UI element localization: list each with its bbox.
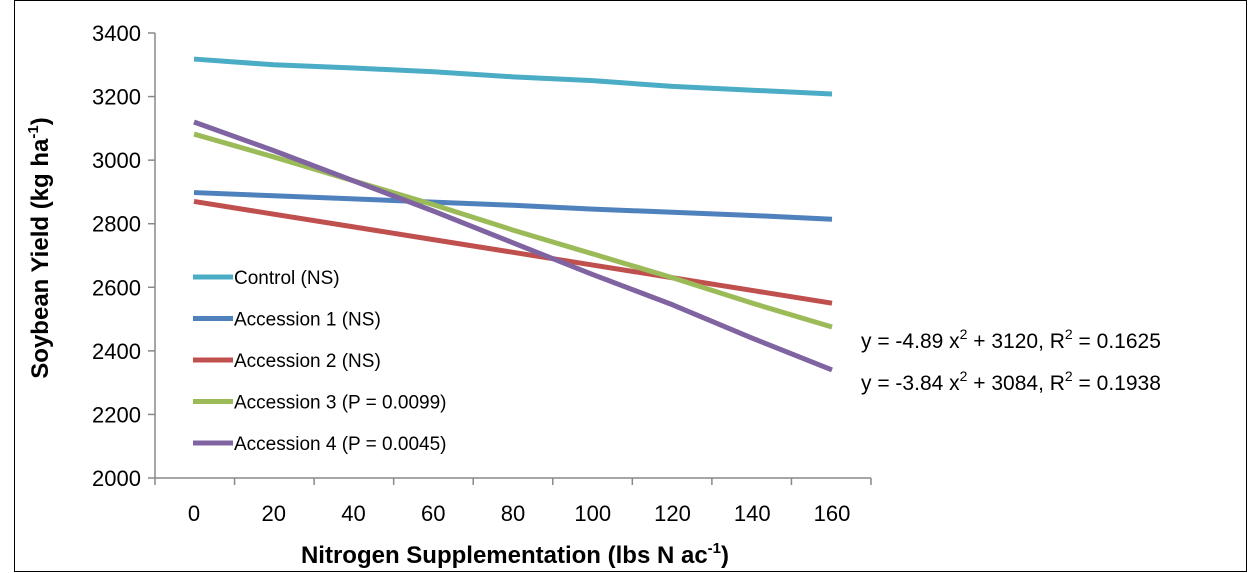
chart-frame	[14, 0, 1247, 572]
x-tick-label: 20	[262, 501, 286, 526]
series-line	[193, 190, 833, 222]
y-tick-label: 3200	[92, 85, 141, 110]
y-tick-label: 2200	[92, 402, 141, 427]
y-tick-label: 3400	[92, 21, 141, 46]
y-tick-label: 2600	[92, 275, 141, 300]
x-tick-label: 120	[654, 501, 691, 526]
axes: 2000 2200 2400 2600 2800 3000 3200 3400 0 20 40 60 8…	[92, 21, 872, 526]
x-tick-label: 160	[814, 501, 851, 526]
y-axis-title-end: )	[27, 117, 54, 125]
x-axis-title-sup: -1	[708, 540, 721, 557]
y-tick-label: 3000	[92, 148, 141, 173]
x-axis-title: Nitrogen Supplementation (lbs N ac-1)	[301, 540, 729, 569]
series-line	[193, 119, 833, 373]
x-axis-title-main: Nitrogen Supplementation (lbs N ac	[301, 542, 708, 569]
series-line	[193, 56, 833, 97]
x-tick-label: 140	[734, 501, 771, 526]
x-tick-label: 40	[341, 501, 365, 526]
x-tick-label: 60	[421, 501, 445, 526]
legend-label: Accession 4 (P = 0.0045)	[234, 434, 446, 455]
x-tick-label: 80	[501, 501, 525, 526]
x-tick-label: 0	[188, 501, 200, 526]
y-axis-title-main: Soybean Yield (kg ha	[27, 138, 54, 379]
legend-label: Accession 2 (NS)	[234, 351, 381, 372]
y-axis-title: Soybean Yield (kg ha-1)	[25, 117, 54, 378]
equation-annotation: y = -4.89 x2 + 3120, R2 = 0.1625	[861, 326, 1161, 353]
equation-annotation: y = -3.84 x2 + 3084, R2 = 0.1938	[861, 368, 1161, 395]
series-line	[193, 198, 833, 306]
y-tick-label: 2000	[92, 466, 141, 491]
legend-label: Accession 1 (NS)	[234, 310, 381, 331]
legend-label: Accession 3 (P = 0.0099)	[234, 393, 446, 414]
x-axis-title-end: )	[721, 542, 729, 569]
series-line	[193, 131, 833, 330]
y-axis-title-sup: -1	[25, 125, 42, 138]
legend-label: Control (NS)	[234, 268, 340, 289]
y-tick-label: 2800	[92, 212, 141, 237]
y-tick-label: 2400	[92, 339, 141, 364]
series-lines	[193, 56, 833, 373]
legend: Control (NS) Accession 1 (NS) Accession 2 …	[193, 268, 446, 455]
equation-annotations: y = -4.89 x2 + 3120, R2 = 0.1625 y = -3.8…	[861, 326, 1161, 395]
x-tick-label: 100	[574, 501, 611, 526]
